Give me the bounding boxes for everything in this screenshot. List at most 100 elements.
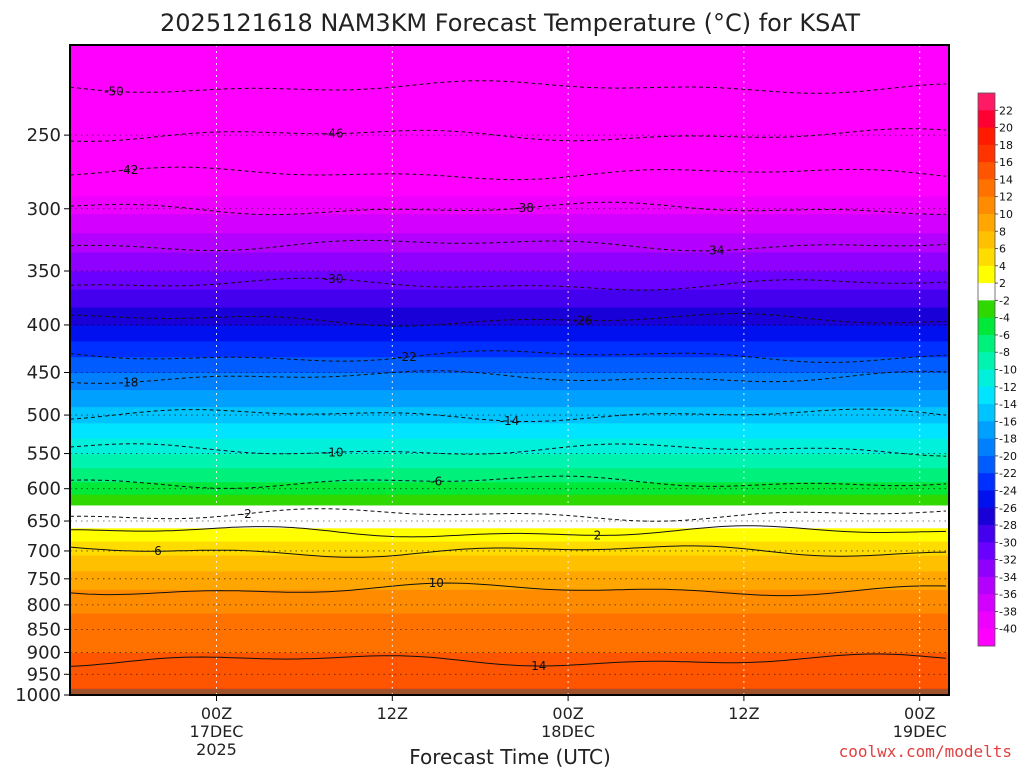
temperature-band xyxy=(70,315,949,326)
colorbar-label: 2 xyxy=(999,277,1006,290)
x-tick-label: 18DEC xyxy=(541,722,595,741)
contour-label: 14 xyxy=(531,659,546,673)
contour-label: 10 xyxy=(429,576,444,590)
temperature-band xyxy=(70,430,949,439)
temperature-band xyxy=(70,271,949,281)
y-tick-label: 850 xyxy=(27,619,61,640)
surface-ground xyxy=(70,688,949,695)
colorbar-swatch xyxy=(978,404,995,422)
contour-label: 6 xyxy=(154,544,162,558)
contour-label: -2 xyxy=(240,507,252,521)
colorbar-label: -22 xyxy=(999,467,1017,480)
x-tick-label: 19DEC xyxy=(893,722,947,741)
temperature-band xyxy=(70,288,949,299)
colorbar-label: -14 xyxy=(999,398,1017,411)
contour-line xyxy=(69,277,947,291)
contour-line xyxy=(70,525,947,538)
temperature-band xyxy=(70,547,949,556)
colorbar-label: -40 xyxy=(999,623,1017,636)
temperature-band xyxy=(70,223,949,234)
contour-line xyxy=(69,475,947,489)
temperature-band xyxy=(70,467,949,476)
temperature-band xyxy=(70,499,949,506)
temperature-band xyxy=(70,213,949,224)
colorbar-swatch xyxy=(978,507,995,526)
temperature-band xyxy=(70,161,949,171)
colorbar-label: -36 xyxy=(999,588,1017,601)
temperature-band xyxy=(70,324,949,334)
colorbar-label: -26 xyxy=(999,502,1017,515)
colorbar: 22 20 18 16 14 12 10 8 6 4 2 -2 -4 -6 -8 -10 -12 -14 -16 -1… xyxy=(977,92,1017,647)
temperature-band xyxy=(70,297,949,308)
contour-line xyxy=(70,508,947,522)
colorbar-swatch xyxy=(978,265,995,284)
contour-line xyxy=(69,545,947,558)
contour-label: -30 xyxy=(324,272,344,286)
temperature-band xyxy=(70,599,949,614)
temperature-band xyxy=(70,674,949,689)
y-tick-label: 400 xyxy=(27,315,61,336)
colorbar-label: -24 xyxy=(999,484,1017,497)
temperature-band xyxy=(70,652,949,675)
contour-line xyxy=(69,443,947,457)
colorbar-label: -18 xyxy=(999,433,1017,446)
colorbar-swatch xyxy=(978,386,995,405)
y-tick-label: 800 xyxy=(27,595,61,616)
y-tick-label: 750 xyxy=(27,569,61,590)
colorbar-label: 8 xyxy=(999,225,1006,238)
temperature-band xyxy=(70,570,949,580)
contour-label: -42 xyxy=(119,163,139,177)
temperature-band xyxy=(70,540,949,549)
colorbar-swatch xyxy=(978,490,995,509)
colorbar-label: -8 xyxy=(999,346,1010,359)
colorbar-swatch xyxy=(978,231,995,249)
surface-fill xyxy=(70,688,949,695)
temperature-band xyxy=(70,45,949,59)
colorbar-label: -4 xyxy=(999,312,1010,325)
contour-label: 2 xyxy=(594,528,602,542)
contour-label: -46 xyxy=(324,127,344,141)
credit-text: coolwx.com/modelts xyxy=(839,742,1012,761)
colorbar-swatch xyxy=(978,93,995,111)
temperature-band xyxy=(70,481,949,490)
temperature-band xyxy=(70,488,949,495)
contour-label: -14 xyxy=(500,414,520,428)
temperature-band xyxy=(70,135,949,145)
temperature-band xyxy=(70,515,949,522)
temperature-band xyxy=(70,521,949,529)
contour-line xyxy=(69,370,947,384)
temperature-band xyxy=(70,504,949,511)
temperature-band xyxy=(70,57,949,72)
colorbar-swatch xyxy=(978,525,995,543)
colorbar-swatch xyxy=(978,455,995,474)
temperature-band xyxy=(70,629,949,654)
y-tick-label: 450 xyxy=(27,363,61,384)
contour-label: -10 xyxy=(324,445,344,459)
temperature-band xyxy=(70,453,949,462)
temperature-band xyxy=(70,348,949,358)
colorbar-label: 22 xyxy=(999,104,1013,117)
colorbar-label: 16 xyxy=(999,156,1013,169)
temperature-band xyxy=(70,527,949,535)
colorbar-swatch xyxy=(978,144,995,163)
colorbar-label: -6 xyxy=(999,329,1010,342)
x-tick-label: 12Z xyxy=(728,704,759,723)
temperature-band xyxy=(70,494,949,501)
y-tick-label: 900 xyxy=(27,642,61,663)
contour-label: -22 xyxy=(397,350,417,364)
contour-line xyxy=(69,80,947,94)
colorbar-swatch xyxy=(978,421,995,440)
contour-line xyxy=(69,653,947,667)
colorbar-label: 18 xyxy=(999,139,1013,152)
colorbar-swatch xyxy=(978,162,995,180)
temperature-band xyxy=(70,204,949,215)
temperature-band xyxy=(70,70,949,85)
colorbar-label: -10 xyxy=(999,364,1017,377)
contour-label: -6 xyxy=(430,474,442,488)
temperature-band xyxy=(70,460,949,469)
colorbar-label: -34 xyxy=(999,571,1017,584)
temperature-band xyxy=(70,364,949,374)
temperature-fill-bands xyxy=(70,45,949,696)
contour-label: -18 xyxy=(119,375,139,389)
